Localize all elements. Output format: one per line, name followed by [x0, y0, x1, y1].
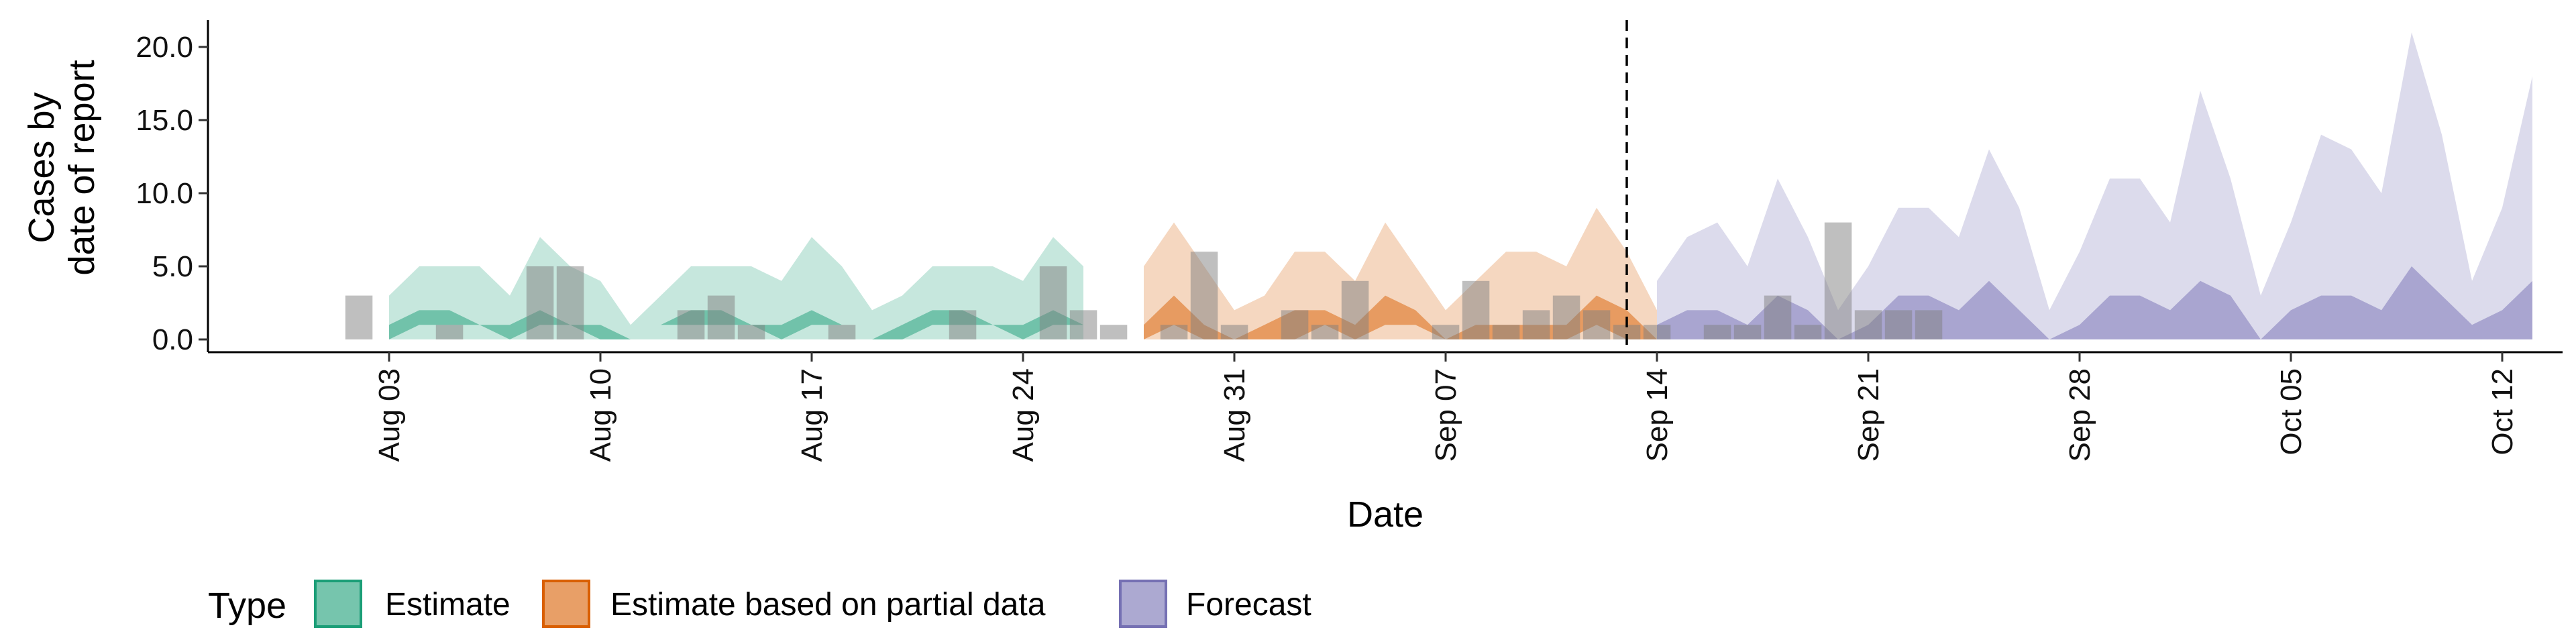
legend: Type Estimate Estimate based on partial …: [208, 580, 1311, 628]
legend-key-estimate: [314, 580, 362, 628]
y-tick-label: 15.0: [136, 104, 193, 137]
observed-bar: [1281, 310, 1309, 339]
observed-bar: [949, 310, 977, 339]
y-tick-label: 0.0: [152, 323, 193, 356]
observed-bar: [828, 325, 856, 339]
y-axis-title-line-2: date of report: [62, 60, 102, 275]
observed-bar: [1311, 325, 1339, 339]
observed-bar: [1915, 310, 1943, 339]
observed-bar: [1884, 310, 1913, 339]
observed-bar: [1341, 280, 1369, 339]
legend-label-partial: Estimate based on partial data: [610, 587, 1046, 623]
legend-label-forecast: Forecast: [1186, 587, 1311, 623]
observed-bar: [1552, 295, 1580, 339]
y-tick-label: 5.0: [152, 250, 193, 283]
y-tick-label: 10.0: [136, 177, 193, 210]
observed-bar: [1854, 310, 1882, 339]
observed-bar: [526, 266, 554, 339]
observed-bar: [1492, 325, 1520, 339]
ribbon-90-series-2: [1657, 32, 2532, 339]
observed-bar: [1220, 325, 1248, 339]
x-axis: Aug 03 Aug 10 Aug 17 Aug 24 Aug 31 Sep 07 Sep …: [208, 351, 2563, 462]
x-tick-label: Sep 28: [2063, 368, 2096, 462]
y-tick-label: 20.0: [136, 31, 193, 64]
x-tick-label: Oct 12: [2486, 368, 2519, 455]
legend-key-partial: [542, 580, 590, 628]
legend-key-forecast: [1119, 580, 1167, 628]
ribbon-90-series-1: [1144, 207, 1657, 339]
x-axis-title: Date: [1347, 494, 1424, 535]
observed-bar: [1613, 325, 1641, 339]
x-tick-label: Aug 24: [1007, 368, 1040, 462]
x-tick-label: Sep 21: [1852, 368, 1885, 462]
observed-bar: [1794, 325, 1822, 339]
x-tick-label: Aug 31: [1218, 368, 1251, 462]
observed-bar: [1582, 310, 1611, 339]
observed-bar: [435, 325, 464, 339]
observed-bar: [1462, 280, 1490, 339]
plot-area: [345, 20, 2532, 352]
observed-bar: [1160, 325, 1188, 339]
ribbon-50-series-0: [389, 310, 1083, 339]
observed-bar: [1039, 266, 1067, 339]
observed-bar: [1703, 325, 1731, 339]
observed-bar: [556, 266, 584, 339]
observed-bar: [677, 310, 705, 339]
y-axis-title-line-1: Cases by: [21, 92, 62, 243]
x-tick-label: Aug 10: [584, 368, 617, 462]
observed-bar: [1764, 295, 1792, 339]
x-tick-label: Aug 17: [796, 368, 828, 462]
observed-bar: [1099, 325, 1128, 339]
x-tick-label: Oct 05: [2275, 368, 2308, 455]
observed-bar: [1733, 325, 1762, 339]
x-tick-label: Aug 03: [373, 368, 406, 462]
observed-bar: [1522, 310, 1550, 339]
observed-bar: [1643, 325, 1671, 339]
observed-bar: [1190, 252, 1218, 339]
x-tick-label: Sep 14: [1641, 368, 1674, 462]
legend-label-estimate: Estimate: [385, 587, 511, 623]
observed-bar: [737, 325, 765, 339]
observed-bar: [1824, 222, 1852, 339]
observed-bar: [345, 295, 373, 339]
legend-title: Type: [208, 586, 286, 626]
observed-bar: [707, 295, 735, 339]
observed-bar: [1069, 310, 1097, 339]
observed-bar: [1432, 325, 1460, 339]
y-axis: 0.0 5.0 10.0 15.0 20.0: [136, 20, 209, 356]
x-tick-label: Sep 07: [1430, 368, 1462, 462]
